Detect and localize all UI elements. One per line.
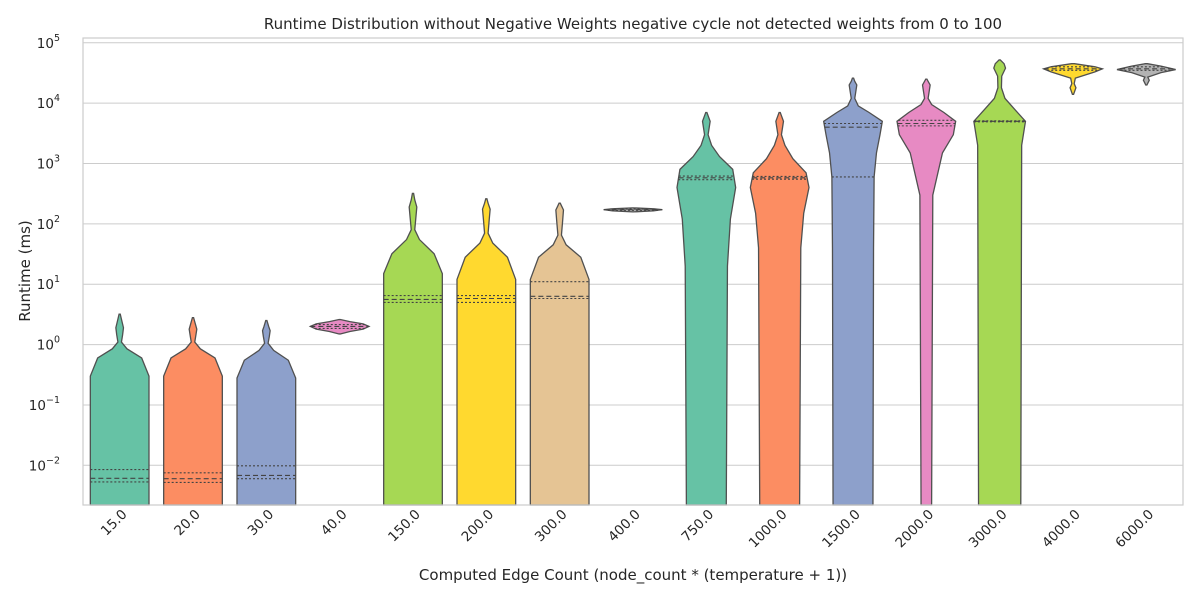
y-tick-exponent: −2 bbox=[46, 455, 60, 466]
x-tick-label: 6000.0 bbox=[1112, 507, 1157, 552]
x-axis-ticks: 15.0 20.0 30.0 40.0 150.0 200.0 300.0 400.0 750.… bbox=[98, 507, 1157, 552]
violin-body bbox=[676, 111, 737, 506]
violin-body bbox=[896, 78, 957, 506]
violin-1500.0 bbox=[822, 77, 884, 506]
violin-15.0 bbox=[89, 313, 150, 506]
x-tick-label: 20.0 bbox=[171, 507, 204, 540]
violin-body bbox=[749, 111, 810, 506]
y-tick-label: 10−2 bbox=[29, 455, 60, 474]
y-tick-exponent: 0 bbox=[54, 335, 60, 346]
violin-body bbox=[308, 318, 371, 335]
violin-30.0 bbox=[236, 319, 297, 506]
x-tick-label: 1500.0 bbox=[819, 507, 864, 552]
violin-body bbox=[529, 202, 590, 506]
y-tick-exponent: 4 bbox=[54, 93, 60, 104]
violin-1000.0 bbox=[749, 111, 810, 506]
y-tick-label: 105 bbox=[37, 33, 60, 52]
y-tick-label: 101 bbox=[37, 274, 60, 293]
violin-4000.0 bbox=[1041, 63, 1105, 95]
x-tick-label: 300.0 bbox=[532, 507, 571, 546]
violin-200.0 bbox=[456, 198, 517, 506]
x-tick-label: 30.0 bbox=[245, 507, 278, 540]
violin-body bbox=[1041, 63, 1105, 95]
x-tick-label: 750.0 bbox=[679, 507, 718, 546]
y-tick-label: 10−1 bbox=[29, 395, 60, 414]
violin-body bbox=[89, 313, 150, 506]
y-tick-label: 103 bbox=[37, 154, 60, 173]
y-tick-exponent: −1 bbox=[46, 395, 60, 406]
violin-2000.0 bbox=[896, 78, 957, 506]
violin-20.0 bbox=[163, 316, 223, 506]
x-tick-label: 40.0 bbox=[318, 507, 351, 540]
y-tick-exponent: 1 bbox=[54, 274, 60, 285]
violin-body bbox=[822, 77, 884, 506]
violin-body bbox=[236, 319, 297, 506]
x-tick-label: 150.0 bbox=[385, 507, 424, 546]
x-tick-label: 200.0 bbox=[459, 507, 498, 546]
violin-body bbox=[163, 316, 223, 506]
violin-150.0 bbox=[383, 192, 443, 506]
violin-750.0 bbox=[676, 111, 737, 506]
y-tick-exponent: 2 bbox=[54, 214, 60, 225]
y-tick-label: 102 bbox=[37, 214, 60, 233]
violin-3000.0 bbox=[973, 59, 1027, 506]
violin-6000.0 bbox=[1116, 63, 1176, 86]
x-tick-label: 3000.0 bbox=[966, 507, 1011, 552]
violin-300.0 bbox=[529, 202, 590, 506]
y-tick-exponent: 5 bbox=[54, 33, 60, 44]
violin-body bbox=[383, 192, 443, 506]
violin-body bbox=[973, 59, 1027, 506]
y-tick-exponent: 3 bbox=[54, 154, 60, 165]
x-tick-label: 2000.0 bbox=[892, 507, 937, 552]
violin-body bbox=[456, 198, 517, 506]
y-axis-label: Runtime (ms) bbox=[16, 220, 34, 322]
x-tick-label: 15.0 bbox=[98, 507, 131, 540]
x-axis-label: Computed Edge Count (node_count * (tempe… bbox=[419, 566, 847, 585]
x-tick-label: 4000.0 bbox=[1039, 507, 1084, 552]
violin-40.0 bbox=[308, 318, 371, 335]
x-tick-label: 1000.0 bbox=[746, 507, 791, 552]
x-tick-label: 400.0 bbox=[605, 507, 644, 546]
chart-title: Runtime Distribution without Negative We… bbox=[264, 15, 1002, 33]
y-tick-label: 104 bbox=[37, 93, 60, 112]
violin-series bbox=[89, 59, 1176, 506]
violin-400.0 bbox=[603, 207, 663, 213]
plot-frame bbox=[82, 37, 1184, 506]
y-tick-label: 100 bbox=[37, 335, 60, 354]
